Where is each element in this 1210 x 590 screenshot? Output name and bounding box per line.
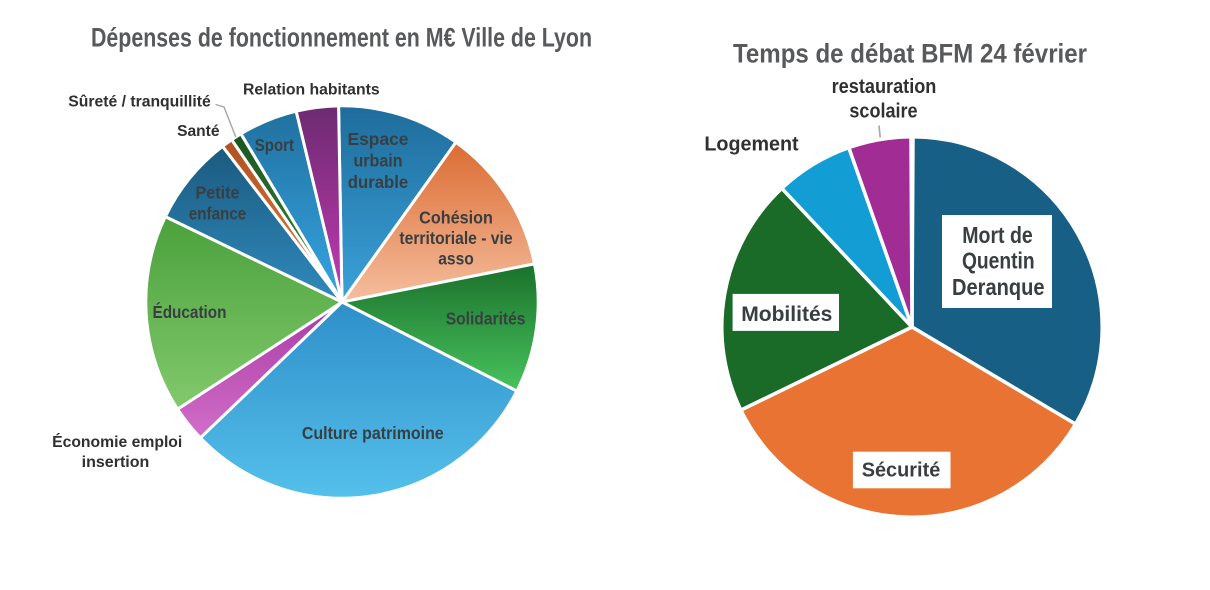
svg-text:scolaire: scolaire — [849, 101, 917, 123]
svg-text:Solidarités: Solidarités — [446, 309, 526, 329]
svg-text:Petite: Petite — [196, 183, 240, 203]
svg-text:Relation habitants: Relation habitants — [243, 82, 380, 99]
svg-text:urbain: urbain — [354, 151, 403, 171]
svg-text:territoriale - vie: territoriale - vie — [399, 228, 512, 248]
svg-text:Éducation: Éducation — [153, 301, 227, 322]
svg-text:Cohésion: Cohésion — [419, 208, 493, 228]
svg-text:durable: durable — [348, 172, 409, 192]
svg-text:Mobilités: Mobilités — [741, 303, 832, 326]
svg-text:Sport: Sport — [255, 135, 295, 155]
svg-text:restauration: restauration — [832, 76, 937, 98]
svg-text:Quentin: Quentin — [962, 247, 1035, 273]
svg-text:enfance: enfance — [189, 204, 247, 224]
svg-text:Dépenses de fonctionnement en: Dépenses de fonctionnement en M€ Ville d… — [91, 22, 592, 52]
svg-text:Temps de débat BFM 24 février: Temps de débat BFM 24 février — [733, 39, 1087, 69]
svg-text:Sécurité: Sécurité — [862, 460, 941, 482]
svg-text:Espace: Espace — [348, 129, 409, 149]
svg-text:Deranque: Deranque — [952, 274, 1045, 300]
svg-text:insertion: insertion — [82, 454, 150, 471]
svg-text:Culture patrimoine: Culture patrimoine — [302, 423, 444, 443]
svg-text:Sûreté / tranquillité: Sûreté / tranquillité — [68, 94, 211, 111]
svg-text:Santé: Santé — [177, 123, 220, 140]
svg-text:Logement: Logement — [704, 132, 798, 155]
svg-text:asso: asso — [438, 249, 474, 269]
svg-text:Mort de: Mort de — [962, 222, 1033, 248]
svg-text:Économie emploi: Économie emploi — [52, 432, 182, 451]
